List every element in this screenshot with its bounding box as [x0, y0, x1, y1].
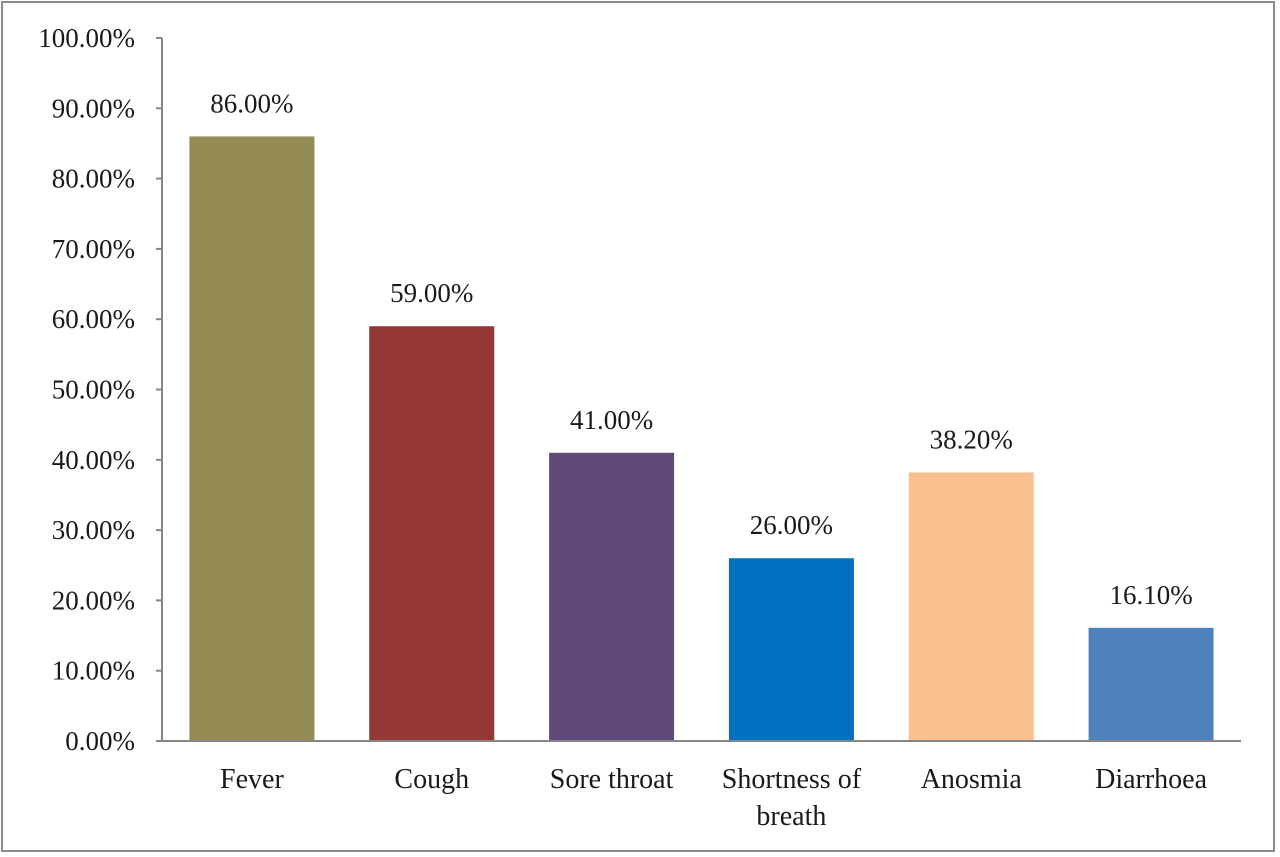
- x-tick-label: Cough: [394, 764, 469, 795]
- data-labels: 86.00% 59.00% 41.00% 26.00% 38.20% 16.10%: [210, 88, 1192, 609]
- y-tick-label: 100.00%: [38, 23, 135, 53]
- y-tick-label: 30.00%: [52, 515, 135, 545]
- x-tick-label-line: breath: [756, 801, 826, 832]
- data-label: 41.00%: [570, 405, 653, 435]
- x-tick-label-line: Anosmia: [921, 764, 1023, 795]
- x-tick-label: Fever: [220, 764, 284, 795]
- x-tick-label: Anosmia: [921, 764, 1023, 795]
- data-label: 38.20%: [930, 424, 1013, 454]
- y-tick-label: 50.00%: [52, 375, 135, 405]
- y-tick-label: 20.00%: [52, 585, 135, 615]
- x-tick-label: Sore throat: [550, 764, 674, 795]
- x-tick-label-line: Diarrhoea: [1095, 764, 1208, 795]
- bar-fever: [189, 136, 315, 742]
- y-tick-label: 80.00%: [52, 164, 135, 194]
- x-tick-label-line: Cough: [394, 764, 469, 795]
- y-tick-label: 0.00%: [65, 726, 135, 756]
- data-label: 16.10%: [1109, 580, 1192, 610]
- x-tick-label-line: Shortness of: [722, 764, 862, 795]
- y-tick-label: 40.00%: [52, 445, 135, 475]
- x-tick-label-line: Sore throat: [550, 764, 674, 795]
- bar-anosmia: [908, 472, 1034, 741]
- y-tick-label: 70.00%: [52, 234, 135, 264]
- x-tick-label-line: Fever: [220, 764, 284, 795]
- x-tick-label: Shortness of breath: [722, 764, 862, 832]
- bar-cough: [369, 326, 495, 741]
- data-label: 26.00%: [750, 510, 833, 540]
- bar-sore-throat: [549, 452, 675, 741]
- x-axis: Fever Cough Sore throat Shortness of breath A…: [162, 740, 1241, 832]
- bar-shortness-of-breath: [728, 558, 854, 741]
- y-tick-label: 90.00%: [52, 93, 135, 123]
- y-tick-label: 60.00%: [52, 304, 135, 334]
- y-axis: 0.00% 10.00% 20.00% 30.00% 40.00% 50.00% 60.00…: [38, 23, 163, 756]
- x-tick-label: Diarrhoea: [1095, 764, 1208, 795]
- data-label: 59.00%: [390, 278, 473, 308]
- data-label: 86.00%: [210, 88, 293, 118]
- bars: [189, 136, 1214, 742]
- y-tick-label: 10.00%: [52, 656, 135, 686]
- bar-diarrhoea: [1088, 627, 1214, 741]
